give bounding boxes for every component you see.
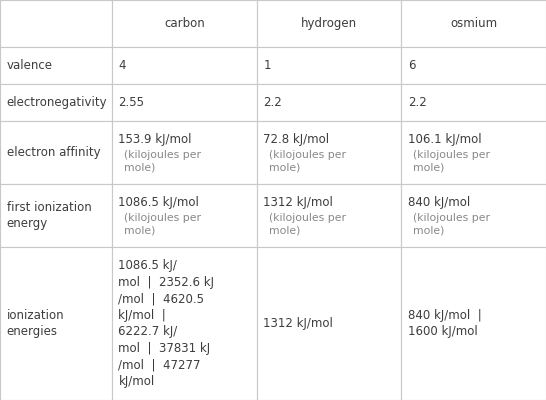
Text: carbon: carbon: [164, 17, 205, 30]
Text: 1312 kJ/mol: 1312 kJ/mol: [263, 196, 333, 210]
Text: 106.1 kJ/mol: 106.1 kJ/mol: [408, 133, 482, 146]
Text: electronegativity: electronegativity: [7, 96, 107, 109]
Text: 2.2: 2.2: [408, 96, 426, 109]
Bar: [0, 84, 112, 121]
Bar: [112, 84, 257, 121]
Text: 4: 4: [118, 59, 126, 72]
Text: ionization
energies: ionization energies: [7, 309, 64, 338]
Text: 840 kJ/mol: 840 kJ/mol: [408, 196, 470, 210]
Text: (kilojoules per
mole): (kilojoules per mole): [269, 150, 346, 172]
Text: 1312 kJ/mol: 1312 kJ/mol: [263, 317, 333, 330]
Text: 1086.5 kJ/
mol  |  2352.6 kJ
/mol  |  4620.5
kJ/mol  |
6222.7 kJ/
mol  |  37831 : 1086.5 kJ/ mol | 2352.6 kJ /mol | 4620.5…: [118, 259, 215, 388]
Text: (kilojoules per
mole): (kilojoules per mole): [413, 150, 490, 172]
Text: electron affinity: electron affinity: [7, 146, 100, 159]
Bar: [257, 0, 401, 47]
Text: osmium: osmium: [450, 17, 497, 30]
Text: (kilojoules per
mole): (kilojoules per mole): [124, 150, 201, 172]
Bar: [257, 247, 401, 400]
Bar: [112, 247, 257, 400]
Bar: [401, 247, 546, 400]
Text: (kilojoules per
mole): (kilojoules per mole): [124, 213, 201, 236]
Bar: [112, 121, 257, 184]
Text: 1086.5 kJ/mol: 1086.5 kJ/mol: [118, 196, 199, 210]
Bar: [401, 184, 546, 247]
Bar: [0, 121, 112, 184]
Bar: [112, 0, 257, 47]
Text: valence: valence: [7, 59, 52, 72]
Bar: [401, 47, 546, 84]
Bar: [401, 121, 546, 184]
Text: hydrogen: hydrogen: [301, 17, 357, 30]
Text: (kilojoules per
mole): (kilojoules per mole): [413, 213, 490, 236]
Bar: [0, 47, 112, 84]
Bar: [257, 121, 401, 184]
Text: 6: 6: [408, 59, 416, 72]
Text: first ionization
energy: first ionization energy: [7, 201, 91, 230]
Bar: [112, 184, 257, 247]
Text: 2.2: 2.2: [263, 96, 282, 109]
Text: 2.55: 2.55: [118, 96, 145, 109]
Bar: [257, 47, 401, 84]
Text: 1: 1: [263, 59, 271, 72]
Text: (kilojoules per
mole): (kilojoules per mole): [269, 213, 346, 236]
Bar: [257, 84, 401, 121]
Text: 72.8 kJ/mol: 72.8 kJ/mol: [263, 133, 329, 146]
Bar: [0, 247, 112, 400]
Bar: [401, 0, 546, 47]
Text: 153.9 kJ/mol: 153.9 kJ/mol: [118, 133, 192, 146]
Bar: [112, 47, 257, 84]
Bar: [257, 184, 401, 247]
Bar: [0, 184, 112, 247]
Bar: [401, 84, 546, 121]
Text: 840 kJ/mol  |
1600 kJ/mol: 840 kJ/mol | 1600 kJ/mol: [408, 309, 482, 338]
Bar: [0, 0, 112, 47]
